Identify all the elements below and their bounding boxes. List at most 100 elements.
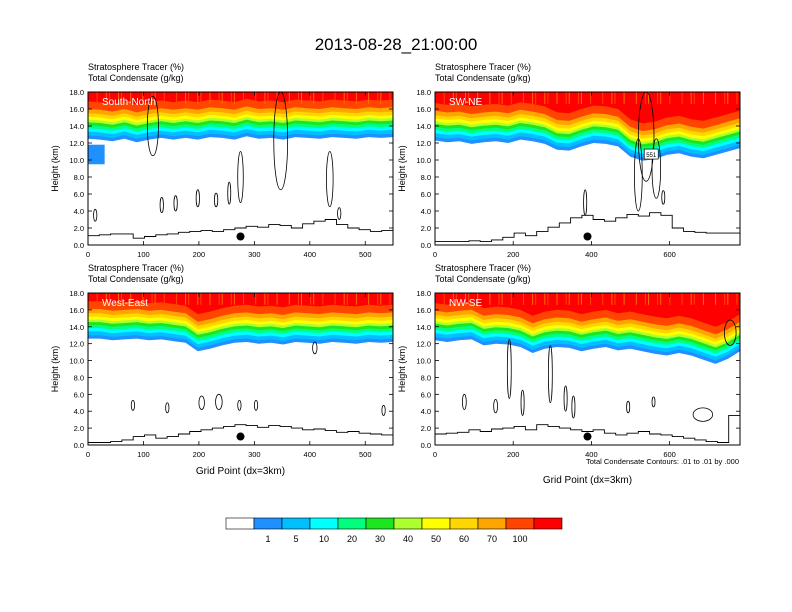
- y-tick-label: 12.0: [69, 139, 84, 148]
- panel-title-line2: Total Condensate (g/kg): [435, 274, 531, 284]
- condensate-contour: [583, 189, 588, 216]
- condensate-contour: [506, 339, 512, 399]
- condensate-contour: [651, 396, 656, 408]
- y-axis-label: Height (km): [50, 145, 60, 192]
- y-axis-label: Height (km): [397, 346, 407, 393]
- condensate-contour: [661, 190, 666, 205]
- plot-area: [88, 92, 393, 239]
- y-axis-label: Height (km): [50, 346, 60, 393]
- y-tick-label: 18.0: [69, 289, 84, 298]
- y-tick-label: 18.0: [69, 88, 84, 97]
- colorbar-swatch: [533, 517, 563, 530]
- y-tick-label: 10.0: [69, 357, 84, 366]
- y-tick-label: 2.0: [421, 224, 431, 233]
- y-tick-label: 18.0: [416, 289, 431, 298]
- panel-name: West-East: [102, 298, 148, 309]
- y-tick-label: 16.0: [69, 306, 84, 315]
- x-tick-label: 400: [585, 450, 598, 459]
- colorbar-label: 30: [375, 534, 385, 544]
- colorbar-label: 1: [265, 534, 270, 544]
- panel-frame: [434, 91, 741, 246]
- panel-frame: [87, 91, 394, 246]
- y-tick-label: 14.0: [416, 122, 431, 131]
- condensate-contour: [337, 207, 342, 220]
- condensate-contour: [130, 399, 135, 411]
- y-tick-label: 18.0: [416, 88, 431, 97]
- condensate-contour: [723, 319, 737, 346]
- colorbar: 1 5 10 20 30 40 50 60 70 100: [225, 517, 563, 544]
- condensate-contour: [93, 208, 98, 222]
- x-axis-label: Grid Point (dx=3km): [543, 475, 632, 486]
- colorbar-swatch: [393, 517, 423, 530]
- tracer-side-patch: [88, 144, 105, 165]
- y-tick-label: 16.0: [416, 306, 431, 315]
- terrain-line: [88, 219, 393, 239]
- y-tick-label: 0.0: [74, 241, 84, 250]
- condensate-contour: [571, 395, 576, 419]
- condensate-contour: [215, 393, 223, 410]
- y-tick-label: 6.0: [421, 390, 431, 399]
- colorbar-swatch: [477, 517, 507, 530]
- location-marker: [236, 432, 245, 441]
- y-tick-label: 12.0: [416, 340, 431, 349]
- panel-name: SW-NE: [449, 97, 482, 108]
- colorbar-label: 40: [403, 534, 413, 544]
- colorbar-label: 10: [319, 534, 329, 544]
- colorbar-swatch: [337, 517, 367, 530]
- x-tick-label: 0: [86, 250, 90, 259]
- main-title: 2013-08-28_21:00:00: [315, 35, 478, 54]
- condensate-contour: [159, 197, 164, 214]
- x-tick-label: 500: [359, 250, 372, 259]
- x-tick-label: 0: [433, 450, 437, 459]
- x-tick-label: 200: [507, 250, 520, 259]
- y-tick-label: 0.0: [421, 441, 431, 450]
- location-marker: [583, 232, 592, 241]
- terrain-line: [435, 414, 740, 443]
- x-tick-label: 400: [304, 250, 317, 259]
- condensate-contour: [237, 399, 242, 411]
- x-tick-label: 400: [585, 250, 598, 259]
- colorbar-label: 100: [512, 534, 527, 544]
- condensate-contour: [146, 95, 159, 157]
- condensate-contour: [326, 151, 334, 208]
- x-tick-label: 500: [359, 450, 372, 459]
- colorbar-swatch: [365, 517, 395, 530]
- condensate-contour: [626, 400, 631, 414]
- panel-title-line2: Total Condensate (g/kg): [88, 73, 184, 83]
- y-tick-label: 16.0: [69, 105, 84, 114]
- y-tick-label: 8.0: [421, 173, 431, 182]
- panel-title-line2: Total Condensate (g/kg): [435, 73, 531, 83]
- y-tick-label: 2.0: [74, 224, 84, 233]
- colorbar-label: 50: [431, 534, 441, 544]
- plot-area: 551: [435, 92, 740, 243]
- panel-sw-ne: 551 SW-NE Stratosphere Tracer (%)Total Con…: [397, 62, 741, 259]
- x-tick-label: 200: [193, 250, 206, 259]
- x-tick-label: 400: [304, 450, 317, 459]
- condensate-contour: [195, 189, 200, 208]
- condensate-contour: [312, 341, 318, 355]
- y-tick-label: 0.0: [74, 441, 84, 450]
- x-tick-label: 200: [193, 450, 206, 459]
- colorbar-swatch: [505, 517, 535, 530]
- x-tick-label: 200: [507, 450, 520, 459]
- x-tick-label: 100: [137, 450, 150, 459]
- y-tick-label: 8.0: [74, 173, 84, 182]
- contour-label: 551: [646, 153, 657, 159]
- panel-title-line2: Total Condensate (g/kg): [88, 274, 184, 284]
- condensate-contour: [547, 344, 553, 404]
- condensate-contour: [634, 138, 643, 212]
- panel-west-east: West-East Stratosphere Tracer (%)Total Co…: [50, 263, 394, 477]
- panel-title-line1: Stratosphere Tracer (%): [435, 263, 531, 273]
- x-axis-label: Grid Point (dx=3km): [196, 466, 285, 477]
- panel-title-line1: Stratosphere Tracer (%): [88, 263, 184, 273]
- x-tick-label: 600: [663, 450, 676, 459]
- y-tick-label: 4.0: [74, 407, 84, 416]
- terrain-line: [435, 212, 740, 243]
- colorbar-label: 20: [347, 534, 357, 544]
- panel-frame: [87, 292, 394, 446]
- y-tick-label: 14.0: [69, 122, 84, 131]
- condensate-contour: [493, 398, 498, 414]
- condensate-contour: [165, 402, 170, 414]
- y-tick-label: 0.0: [421, 241, 431, 250]
